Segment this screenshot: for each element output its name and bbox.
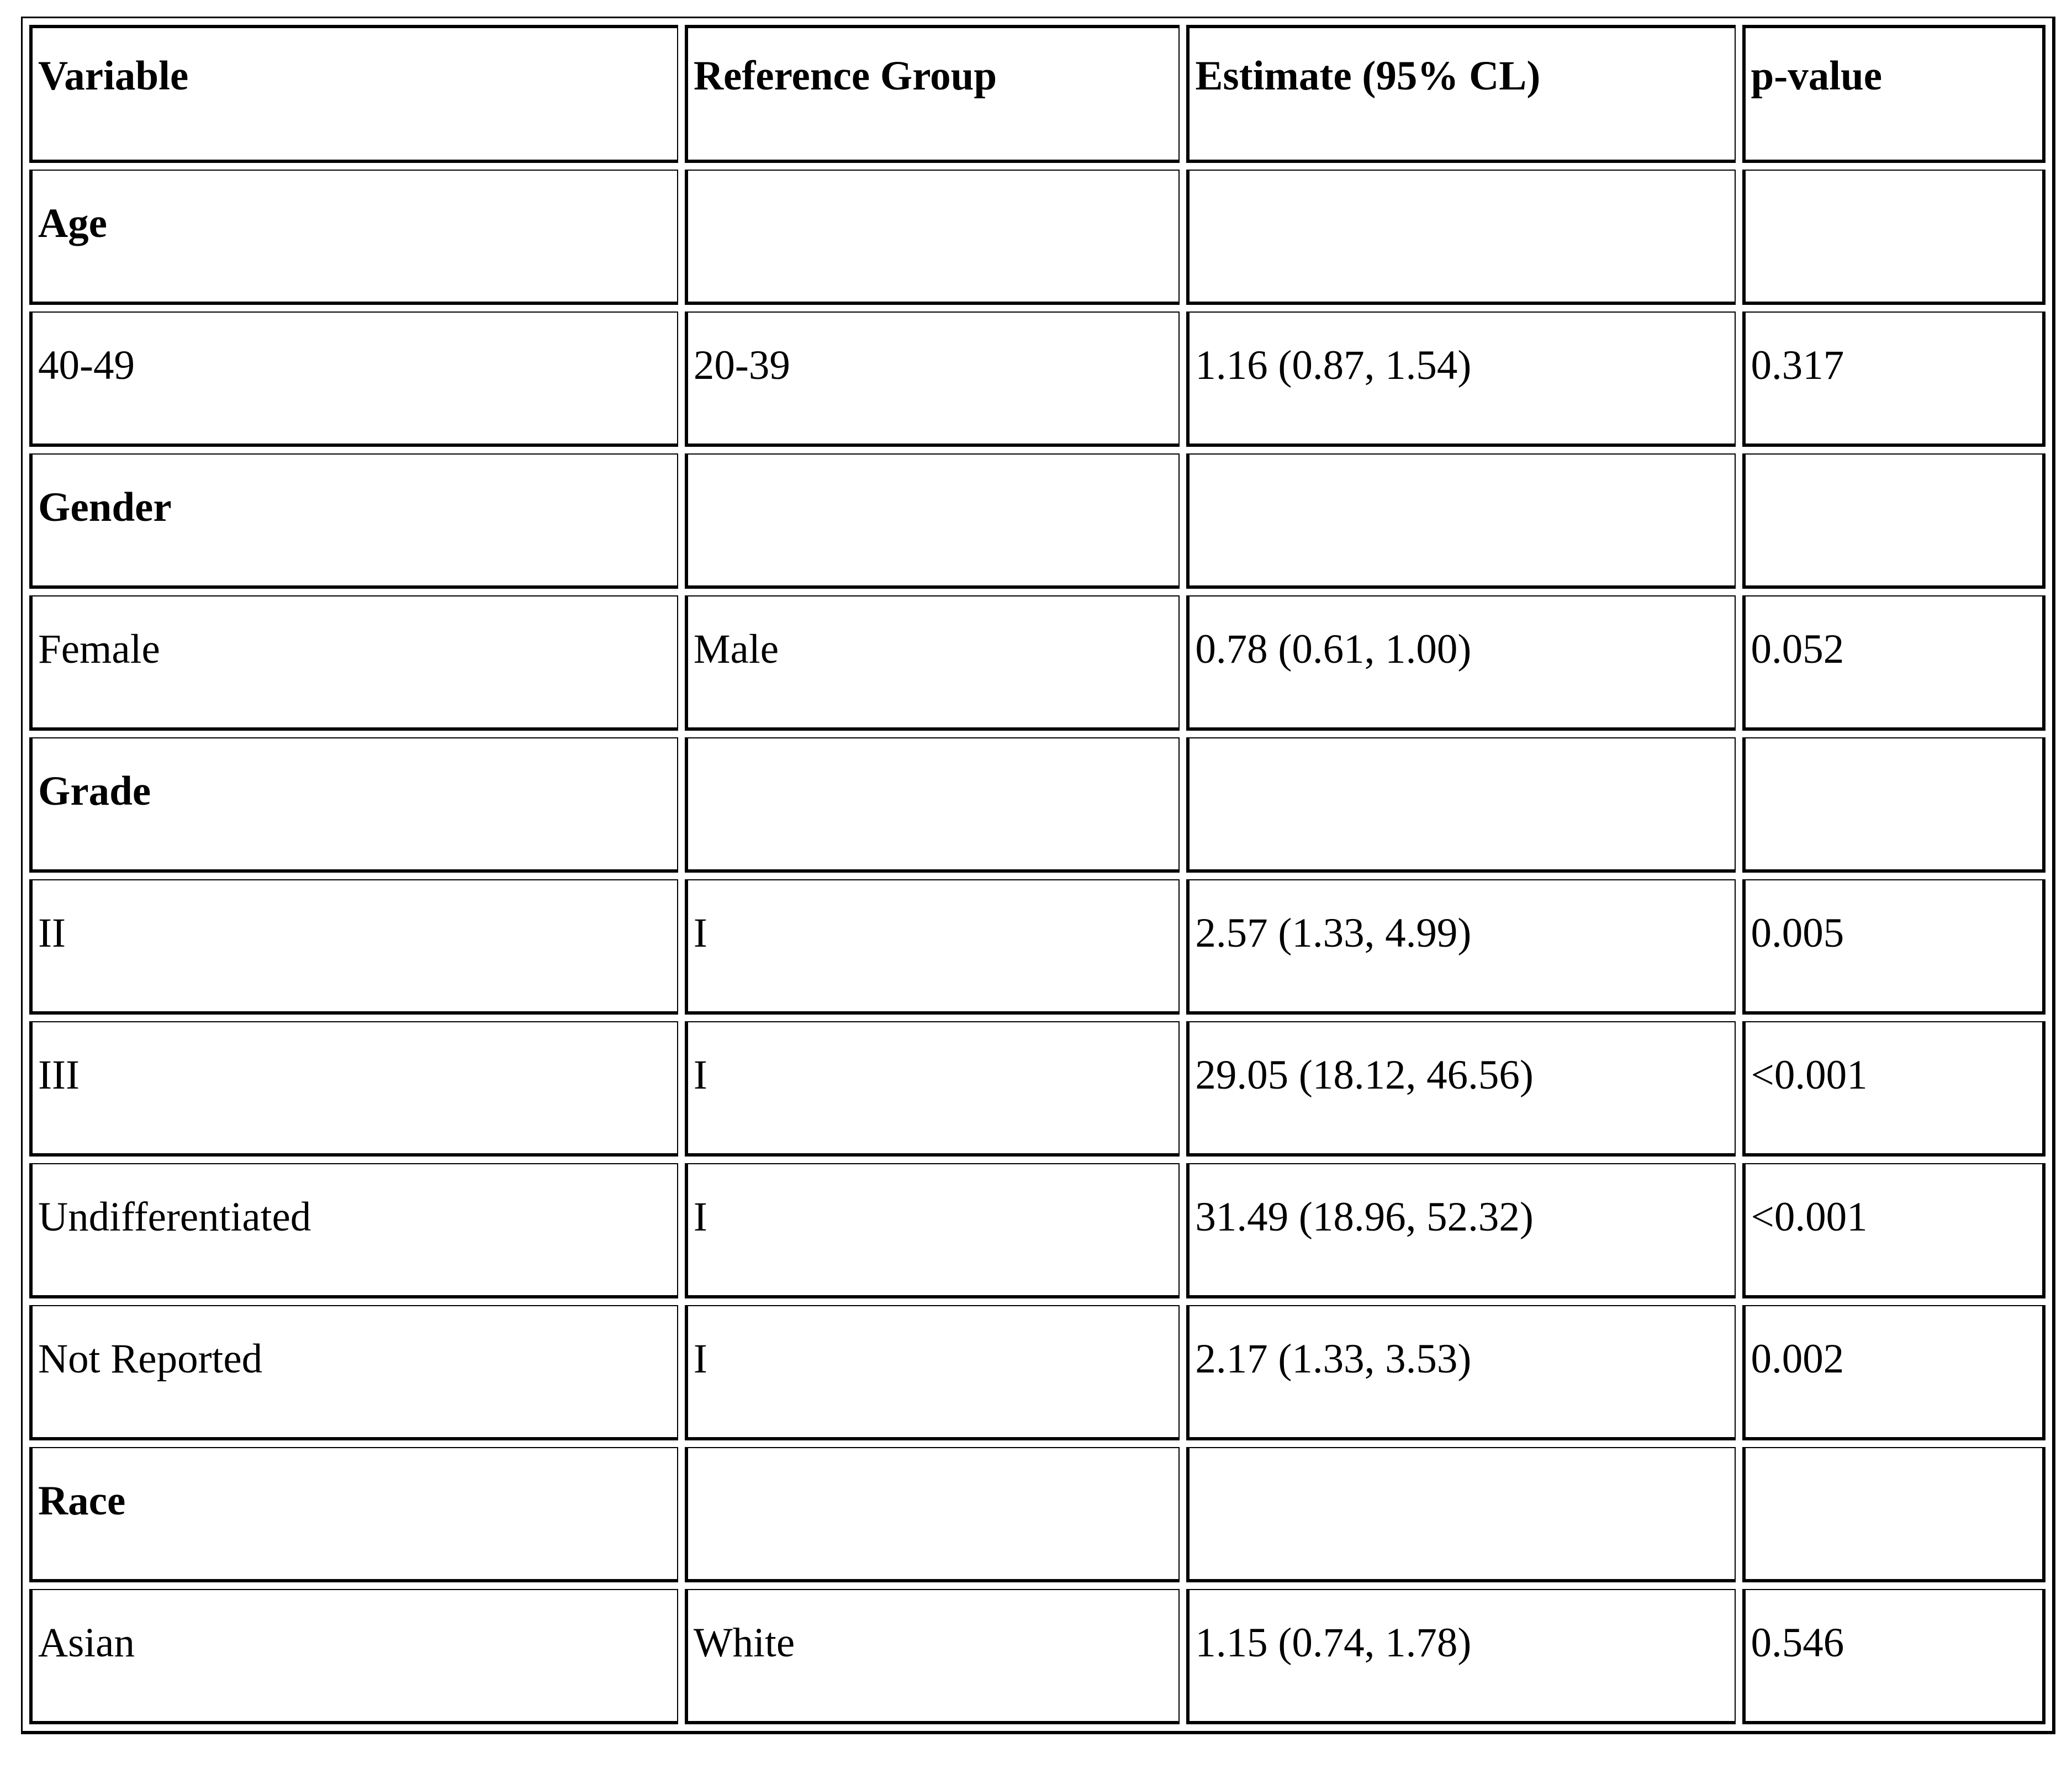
cell-estimate: 31.49 (18.96, 52.32) bbox=[1186, 1163, 1736, 1298]
results-table: Variable Reference Group Estimate (95% C… bbox=[23, 18, 2052, 1731]
cell-p-value: <0.001 bbox=[1742, 1163, 2045, 1298]
cell-estimate: 1.15 (0.74, 1.78) bbox=[1186, 1589, 1736, 1724]
group-label: Grade bbox=[29, 737, 678, 873]
table-row: Not Reported I 2.17 (1.33, 3.53) 0.002 bbox=[29, 1305, 2045, 1440]
cell-variable: Not Reported bbox=[29, 1305, 678, 1440]
cell-reference-group bbox=[684, 1447, 1180, 1582]
table-row: Undifferentiated I 31.49 (18.96, 52.32) … bbox=[29, 1163, 2045, 1298]
cell-reference-group bbox=[684, 737, 1180, 873]
cell-p-value bbox=[1742, 170, 2045, 305]
cell-p-value: 0.005 bbox=[1742, 879, 2045, 1015]
cell-reference-group: I bbox=[684, 1021, 1180, 1157]
column-header-variable: Variable bbox=[29, 25, 678, 163]
header-row: Variable Reference Group Estimate (95% C… bbox=[29, 25, 2045, 163]
cell-p-value bbox=[1742, 453, 2045, 589]
cell-estimate bbox=[1186, 737, 1736, 873]
cell-p-value: 0.546 bbox=[1742, 1589, 2045, 1724]
table-row: II I 2.57 (1.33, 4.99) 0.005 bbox=[29, 879, 2045, 1015]
table-row: Female Male 0.78 (0.61, 1.00) 0.052 bbox=[29, 595, 2045, 731]
cell-p-value bbox=[1742, 1447, 2045, 1582]
cell-variable: Asian bbox=[29, 1589, 678, 1724]
column-header-reference-group: Reference Group bbox=[684, 25, 1180, 163]
cell-estimate bbox=[1186, 453, 1736, 589]
cell-p-value bbox=[1742, 737, 2045, 873]
table-row: III I 29.05 (18.12, 46.56) <0.001 bbox=[29, 1021, 2045, 1157]
cell-reference-group bbox=[684, 453, 1180, 589]
cell-reference-group: I bbox=[684, 1163, 1180, 1298]
column-header-p-value: p-value bbox=[1742, 25, 2045, 163]
cell-estimate bbox=[1186, 1447, 1736, 1582]
cell-p-value: <0.001 bbox=[1742, 1021, 2045, 1157]
cell-p-value: 0.002 bbox=[1742, 1305, 2045, 1440]
cell-variable: II bbox=[29, 879, 678, 1015]
table-row: 40-49 20-39 1.16 (0.87, 1.54) 0.317 bbox=[29, 311, 2045, 447]
group-label: Race bbox=[29, 1447, 678, 1582]
cell-reference-group: White bbox=[684, 1589, 1180, 1724]
group-row-grade: Grade bbox=[29, 737, 2045, 873]
group-row-gender: Gender bbox=[29, 453, 2045, 589]
cell-variable: III bbox=[29, 1021, 678, 1157]
table-frame: Variable Reference Group Estimate (95% C… bbox=[21, 17, 2055, 1734]
group-row-age: Age bbox=[29, 170, 2045, 305]
group-label: Gender bbox=[29, 453, 678, 589]
cell-estimate: 2.17 (1.33, 3.53) bbox=[1186, 1305, 1736, 1440]
cell-estimate: 2.57 (1.33, 4.99) bbox=[1186, 879, 1736, 1015]
column-header-estimate: Estimate (95% CL) bbox=[1186, 25, 1736, 163]
cell-estimate: 29.05 (18.12, 46.56) bbox=[1186, 1021, 1736, 1157]
cell-p-value: 0.052 bbox=[1742, 595, 2045, 731]
cell-reference-group: 20-39 bbox=[684, 311, 1180, 447]
cell-variable: Undifferentiated bbox=[29, 1163, 678, 1298]
cell-reference-group bbox=[684, 170, 1180, 305]
cell-reference-group: I bbox=[684, 1305, 1180, 1440]
group-label: Age bbox=[29, 170, 678, 305]
cell-variable: Female bbox=[29, 595, 678, 731]
cell-variable: 40-49 bbox=[29, 311, 678, 447]
cell-reference-group: Male bbox=[684, 595, 1180, 731]
cell-estimate bbox=[1186, 170, 1736, 305]
cell-reference-group: I bbox=[684, 879, 1180, 1015]
cell-estimate: 1.16 (0.87, 1.54) bbox=[1186, 311, 1736, 447]
cell-p-value: 0.317 bbox=[1742, 311, 2045, 447]
cell-estimate: 0.78 (0.61, 1.00) bbox=[1186, 595, 1736, 731]
group-row-race: Race bbox=[29, 1447, 2045, 1582]
table-row: Asian White 1.15 (0.74, 1.78) 0.546 bbox=[29, 1589, 2045, 1724]
